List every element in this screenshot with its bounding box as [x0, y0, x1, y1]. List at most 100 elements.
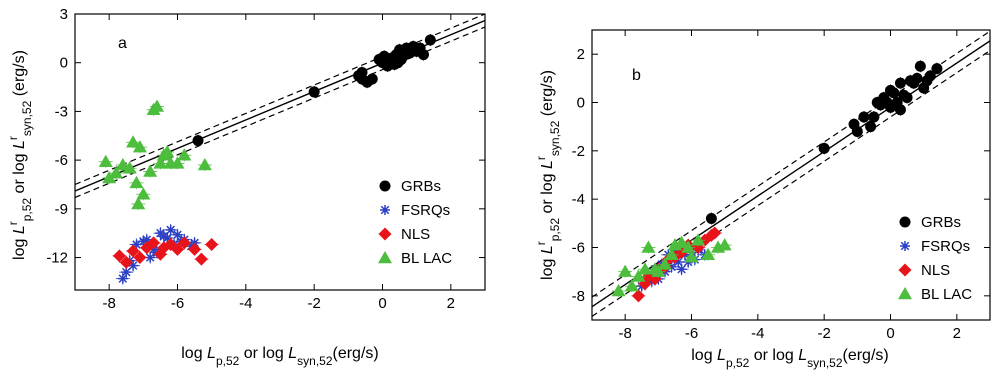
y-axis-title: log Lrp,52 or log Lrsyn,52 (erg/s) [534, 70, 562, 280]
y-tick-label: -2 [572, 143, 585, 160]
data-point-bl-lac [109, 166, 123, 179]
legend: GRBs FSRQs NLS BL LAC [898, 214, 972, 303]
chart-panel-a: -8 -6 -4 -2 0 2 -12 -9 -6 -3 0 3 GRBs FSRQs NLS BL LAC a… [6, 6, 486, 368]
x-axis-title: log Lp,52 or log Lsyn,52(erg/s) [181, 345, 378, 368]
y-tick-label: -6 [572, 240, 585, 257]
data-point-fsrqs [131, 239, 142, 250]
confidence-band-line [75, 14, 485, 186]
x-tick-label: -4 [239, 295, 252, 312]
data-point-grbs [888, 87, 900, 99]
data-point-nls [133, 251, 147, 265]
data-point-bl-lac [631, 269, 646, 282]
y-tick-label: -8 [572, 288, 585, 305]
legend-marker-grbs [379, 180, 391, 192]
y-tick-label: 2 [577, 46, 585, 63]
x-tick-label: 2 [447, 295, 455, 312]
data-point-grbs [858, 111, 870, 123]
legend-marker-fsrqs [900, 241, 910, 251]
data-point-grbs [392, 57, 404, 69]
legend-marker-fsrqs [380, 205, 390, 215]
x-tick-label: -8 [102, 295, 115, 312]
data-point-grbs [911, 72, 923, 84]
y-tick-label: -9 [55, 201, 68, 218]
legend-label: BL LAC [401, 250, 452, 267]
data-point-nls [631, 289, 645, 303]
data-point-grbs [865, 121, 877, 133]
data-point-nls [112, 249, 126, 263]
data-point-bl-lac [681, 240, 696, 253]
data-point-grbs [894, 77, 906, 89]
x-tick-label: -8 [618, 325, 631, 342]
data-point-bl-lac [618, 264, 633, 277]
x-axis-title: log Lp,52 or log Lsyn,52(erg/s) [691, 347, 888, 370]
y-tick-label: -4 [572, 191, 585, 208]
data-point-bl-lac [684, 250, 699, 263]
data-point-grbs [924, 70, 936, 82]
data-point-bl-lac [150, 99, 164, 112]
data-point-fsrqs [162, 233, 173, 244]
data-point-grbs [382, 60, 394, 72]
data-point-grbs [901, 92, 913, 104]
legend-label: NLS [921, 262, 950, 279]
data-point-bl-lac [136, 187, 151, 200]
data-point-bl-lac [664, 247, 679, 260]
data-point-nls [205, 238, 219, 252]
data-point-bl-lac [691, 233, 706, 246]
data-point-nls [147, 236, 161, 250]
data-point-bl-lac [126, 135, 141, 148]
panel-label: a [118, 35, 127, 52]
data-point-bl-lac [102, 170, 117, 184]
y-tick-label: -12 [46, 250, 68, 267]
legend-marker-bl-lac [378, 251, 392, 264]
data-point-bl-lac [717, 238, 732, 251]
data-point-grbs [361, 76, 373, 88]
data-point-fsrqs [172, 229, 183, 240]
y-tick-label: 3 [60, 6, 68, 23]
data-point-bl-lac [177, 148, 192, 161]
data-point-nls [708, 226, 722, 240]
data-point-grbs [851, 126, 863, 137]
data-point-nls [177, 236, 191, 250]
data-point-bl-lac [638, 262, 653, 275]
data-point-bl-lac [98, 154, 113, 167]
x-tick-label: 0 [886, 325, 894, 342]
x-tick-label: -2 [817, 325, 830, 342]
data-point-bl-lac [197, 157, 212, 171]
data-point-bl-lac [641, 240, 656, 253]
x-tick-label: -4 [751, 325, 764, 342]
legend-marker-nls [898, 263, 912, 277]
x-tick-label: -6 [685, 325, 698, 342]
data-point-fsrqs [121, 267, 132, 278]
data-point-bl-lac [611, 284, 626, 297]
data-point-fsrqs [128, 260, 139, 271]
legend-label: NLS [401, 226, 430, 243]
x-tick-label: -2 [307, 295, 320, 312]
legend-label: BL LAC [921, 286, 972, 303]
plot-frame [74, 13, 486, 291]
legend-label: GRBs [921, 214, 961, 231]
data-point-grbs [308, 86, 320, 98]
y-tick-label: -3 [55, 103, 68, 120]
x-tick-label: -6 [171, 295, 184, 312]
data-point-fsrqs [117, 273, 128, 284]
data-point-bl-lac [624, 279, 639, 292]
data-point-grbs [931, 63, 943, 75]
data-markers [611, 60, 943, 303]
data-point-nls [126, 244, 140, 258]
data-point-fsrqs [141, 234, 152, 245]
legend-marker-bl-lac [898, 287, 912, 300]
data-point-bl-lac [153, 156, 168, 169]
y-tick-label: 0 [60, 55, 68, 72]
legend: GRBs FSRQs NLS BL LAC [378, 178, 452, 267]
data-point-fsrqs [138, 236, 149, 247]
data-point-bl-lac [170, 156, 185, 169]
data-point-grbs [424, 34, 436, 46]
data-point-bl-lac [132, 140, 147, 153]
data-point-fsrqs [158, 231, 169, 242]
y-tick-label: -6 [55, 152, 68, 169]
panel-label: b [632, 67, 641, 84]
x-tick-label: 2 [953, 325, 961, 342]
plot-frame [591, 29, 991, 321]
data-point-bl-lac [701, 247, 716, 260]
